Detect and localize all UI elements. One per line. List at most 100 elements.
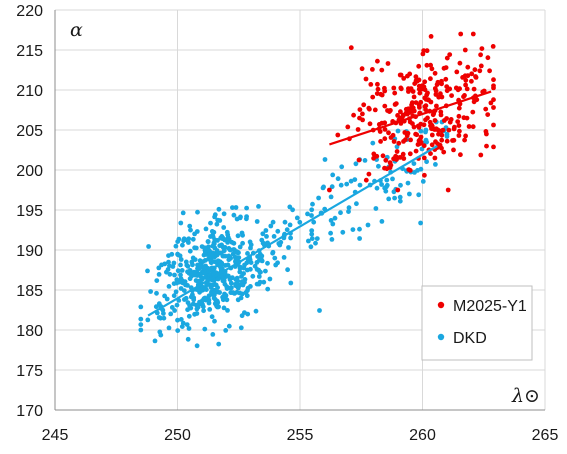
point-dkd	[416, 192, 422, 198]
point-dkd	[221, 225, 227, 230]
point-dkd	[194, 306, 200, 312]
point-m2025-y1	[465, 73, 471, 79]
point-dkd	[253, 308, 259, 314]
y-tick-label: 210	[16, 83, 43, 100]
point-m2025-y1	[433, 92, 439, 97]
point-dkd	[152, 338, 158, 344]
point-m2025-y1	[429, 126, 434, 132]
point-m2025-y1	[401, 139, 406, 144]
point-m2025-y1	[405, 130, 411, 136]
point-dkd	[316, 195, 321, 201]
point-dkd	[209, 314, 215, 320]
point-dkd	[309, 228, 315, 234]
point-dkd	[185, 263, 191, 269]
legend-label-dkd: DKD	[453, 330, 487, 347]
point-dkd	[256, 274, 262, 279]
point-dkd	[287, 222, 293, 228]
point-dkd	[370, 140, 376, 146]
y-tick-label: 170	[16, 403, 43, 420]
point-m2025-y1	[424, 62, 430, 68]
point-m2025-y1	[481, 88, 487, 94]
point-m2025-y1	[421, 155, 427, 161]
point-dkd	[348, 178, 354, 184]
point-dkd	[161, 315, 167, 321]
point-m2025-y1	[393, 153, 398, 159]
point-dkd	[199, 244, 205, 250]
point-dkd	[210, 282, 215, 288]
point-m2025-y1	[359, 66, 365, 72]
point-dkd	[225, 308, 230, 313]
point-dkd	[390, 176, 395, 182]
point-m2025-y1	[444, 138, 450, 144]
point-dkd	[229, 239, 235, 245]
point-dkd	[203, 226, 209, 232]
point-dkd	[328, 230, 333, 236]
point-m2025-y1	[463, 133, 468, 139]
point-dkd	[290, 207, 295, 213]
trend-line-dkd	[147, 145, 438, 317]
y-tick-label: 190	[16, 243, 43, 260]
point-dkd	[243, 290, 249, 296]
point-m2025-y1	[379, 67, 385, 73]
x-tick-label: 245	[42, 427, 69, 444]
point-dkd	[177, 253, 183, 259]
point-dkd	[206, 293, 212, 299]
point-dkd	[230, 275, 235, 281]
point-dkd	[281, 255, 287, 260]
point-dkd	[156, 315, 162, 320]
point-m2025-y1	[413, 78, 419, 83]
point-dkd	[166, 284, 172, 289]
point-m2025-y1	[432, 70, 438, 76]
point-dkd	[247, 239, 253, 245]
point-dkd	[240, 232, 246, 238]
point-dkd	[338, 182, 344, 188]
point-dkd	[205, 239, 211, 244]
point-dkd	[190, 255, 196, 261]
point-dkd	[265, 260, 270, 266]
y-tick-label: 205	[16, 123, 43, 140]
point-dkd	[330, 221, 336, 227]
point-m2025-y1	[454, 69, 460, 75]
point-dkd	[214, 248, 220, 253]
point-dkd	[194, 311, 200, 316]
point-m2025-y1	[400, 151, 406, 157]
point-m2025-y1	[382, 103, 388, 109]
point-m2025-y1	[463, 77, 469, 83]
point-dkd	[225, 240, 231, 245]
point-dkd	[215, 276, 221, 282]
point-m2025-y1	[377, 129, 383, 134]
point-dkd	[216, 341, 222, 347]
point-m2025-y1	[396, 140, 402, 146]
point-m2025-y1	[421, 122, 427, 128]
point-dkd	[202, 326, 208, 332]
point-m2025-y1	[405, 73, 410, 79]
point-dkd	[233, 277, 239, 282]
point-dkd	[335, 176, 341, 182]
point-dkd	[167, 271, 173, 277]
point-dkd	[379, 182, 384, 187]
point-dkd	[194, 343, 200, 349]
point-dkd	[384, 182, 390, 188]
point-dkd	[172, 272, 177, 278]
point-dkd	[350, 227, 356, 233]
point-dkd	[214, 221, 220, 227]
point-dkd	[423, 129, 428, 135]
point-dkd	[254, 260, 260, 265]
point-dkd	[230, 251, 236, 257]
point-m2025-y1	[394, 149, 400, 154]
point-m2025-y1	[469, 71, 475, 77]
trend-lines	[147, 90, 492, 317]
point-m2025-y1	[461, 94, 466, 100]
point-m2025-y1	[335, 132, 341, 138]
point-dkd	[391, 189, 397, 195]
point-m2025-y1	[409, 102, 414, 108]
x-tick-label: 250	[164, 427, 191, 444]
point-m2025-y1	[450, 138, 455, 143]
point-dkd	[166, 259, 171, 265]
point-m2025-y1	[438, 91, 443, 97]
point-dkd	[233, 205, 239, 210]
point-dkd	[357, 182, 363, 188]
point-dkd	[285, 267, 290, 273]
point-m2025-y1	[424, 48, 430, 54]
point-m2025-y1	[439, 132, 445, 138]
